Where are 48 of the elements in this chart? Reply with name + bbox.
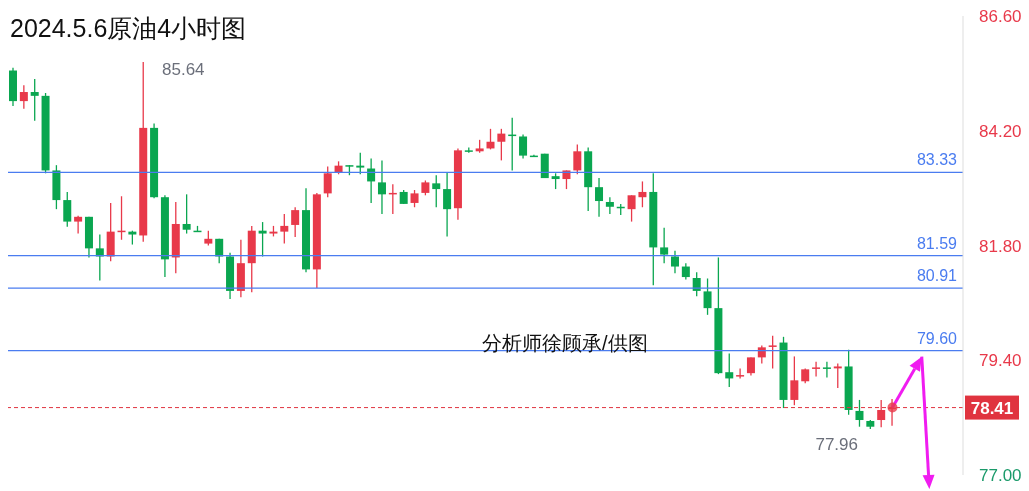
ref-line-label: 80.91 — [916, 267, 958, 285]
candlestick — [377, 159, 386, 215]
candlestick — [215, 238, 224, 264]
annotation: 77.96 — [815, 435, 858, 456]
candlestick — [812, 361, 821, 378]
candlestick — [258, 221, 267, 258]
candlestick — [519, 133, 528, 160]
ref-line-label: 81.59 — [916, 234, 958, 252]
candlestick — [746, 356, 755, 377]
y-tick-label: 86.60 — [979, 7, 1022, 26]
ref-line-label: 79.60 — [916, 329, 958, 347]
chart-title: 2024.5.6原油4小时图 — [10, 13, 247, 44]
candlestick — [19, 84, 28, 110]
candlestick — [736, 367, 745, 380]
candlestick — [855, 399, 864, 428]
y-tick-label: 79.40 — [979, 351, 1022, 371]
candlestick — [725, 352, 734, 388]
candlestick — [822, 361, 831, 379]
candlestick — [573, 143, 582, 175]
candlestick — [768, 335, 777, 370]
ref-line-label: 83.33 — [916, 151, 958, 169]
annotation: 分析师徐顾承/供图 — [482, 331, 648, 356]
candlestick — [432, 174, 441, 208]
candlestick — [323, 165, 332, 198]
candlestick — [703, 277, 712, 316]
candlestick — [562, 169, 571, 190]
candlestick — [30, 78, 39, 122]
candlestick — [638, 180, 647, 208]
annotation: 85.64 — [162, 59, 205, 80]
candlestick — [595, 177, 604, 218]
candlestick — [356, 152, 365, 175]
y-tick-label: 84.20 — [979, 121, 1022, 141]
candlestick — [443, 171, 452, 238]
candlestick — [670, 250, 679, 274]
candlestick — [660, 227, 669, 264]
candlestick — [74, 215, 83, 235]
candlestick — [182, 193, 191, 235]
candlestick — [497, 128, 506, 162]
candlestick — [790, 355, 799, 406]
y-tick-label: 81.80 — [979, 236, 1022, 256]
ref-line-label: 78.41 — [970, 398, 1014, 418]
candlestick — [280, 213, 289, 245]
y-tick-label: 77.00 — [979, 466, 1022, 485]
candlestick — [833, 362, 842, 389]
candlestick — [605, 196, 614, 215]
candlestick — [291, 206, 300, 238]
candlestick — [627, 194, 636, 223]
candlestick — [63, 191, 72, 228]
